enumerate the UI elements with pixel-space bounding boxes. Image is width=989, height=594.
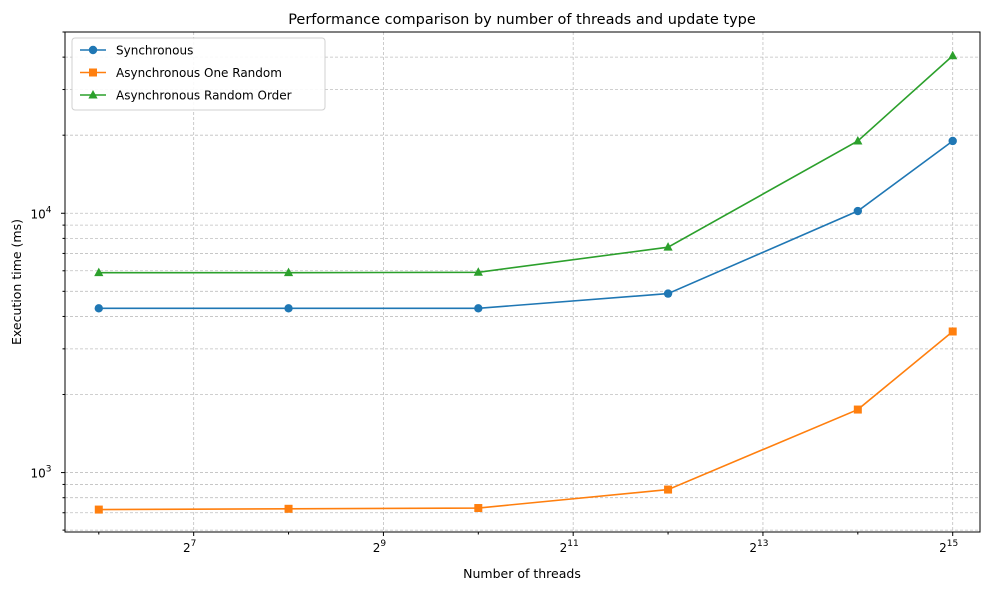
data-point <box>473 267 483 276</box>
data-point <box>94 505 103 514</box>
data-point <box>474 304 483 313</box>
data-point <box>948 327 957 336</box>
data-point <box>853 206 863 216</box>
data-point <box>663 289 673 298</box>
series-line <box>98 140 954 310</box>
data-point <box>948 136 957 146</box>
data-point <box>284 504 293 513</box>
x-tick-label: 215 <box>939 539 958 555</box>
legend-marker <box>88 90 98 99</box>
legend-marker <box>89 68 97 77</box>
x-tick-label: 29 <box>373 539 387 555</box>
chart-title: Performance comparison by number of thre… <box>288 12 756 28</box>
data-point <box>284 304 293 313</box>
data-point <box>948 50 958 60</box>
series-line <box>98 330 954 511</box>
y-tick-label: 103 <box>30 465 51 481</box>
legend-label: Asynchronous One Random <box>116 66 282 80</box>
y-axis-label: Execution time (ms) <box>9 219 24 345</box>
plot-frame <box>64 31 981 533</box>
x-tick-label: 27 <box>183 539 196 555</box>
series-2 <box>94 327 957 514</box>
series-3 <box>94 50 958 277</box>
data-point <box>664 485 673 494</box>
x-tick-label: 213 <box>749 539 768 555</box>
legend-label: Asynchronous Random Order <box>116 89 292 103</box>
x-axis-label: Number of threads <box>463 566 581 581</box>
data-point <box>94 304 103 313</box>
legend: Synchronous Asynchronous One Random Asynch… <box>71 37 326 111</box>
series-line <box>98 55 954 274</box>
data-point <box>853 135 863 145</box>
y-tick-label: 104 <box>30 205 51 221</box>
x-tick-label: 211 <box>560 539 579 555</box>
data-point <box>853 405 862 414</box>
legend-label: Synchronous <box>116 44 193 58</box>
data-point <box>94 267 104 277</box>
series-1 <box>94 136 957 313</box>
legend-box <box>71 37 326 111</box>
data-point <box>663 242 673 251</box>
data-point <box>474 504 483 513</box>
legend-marker <box>88 45 98 55</box>
series-layer <box>94 50 958 514</box>
data-point <box>283 267 294 277</box>
grid-lines <box>65 31 980 532</box>
